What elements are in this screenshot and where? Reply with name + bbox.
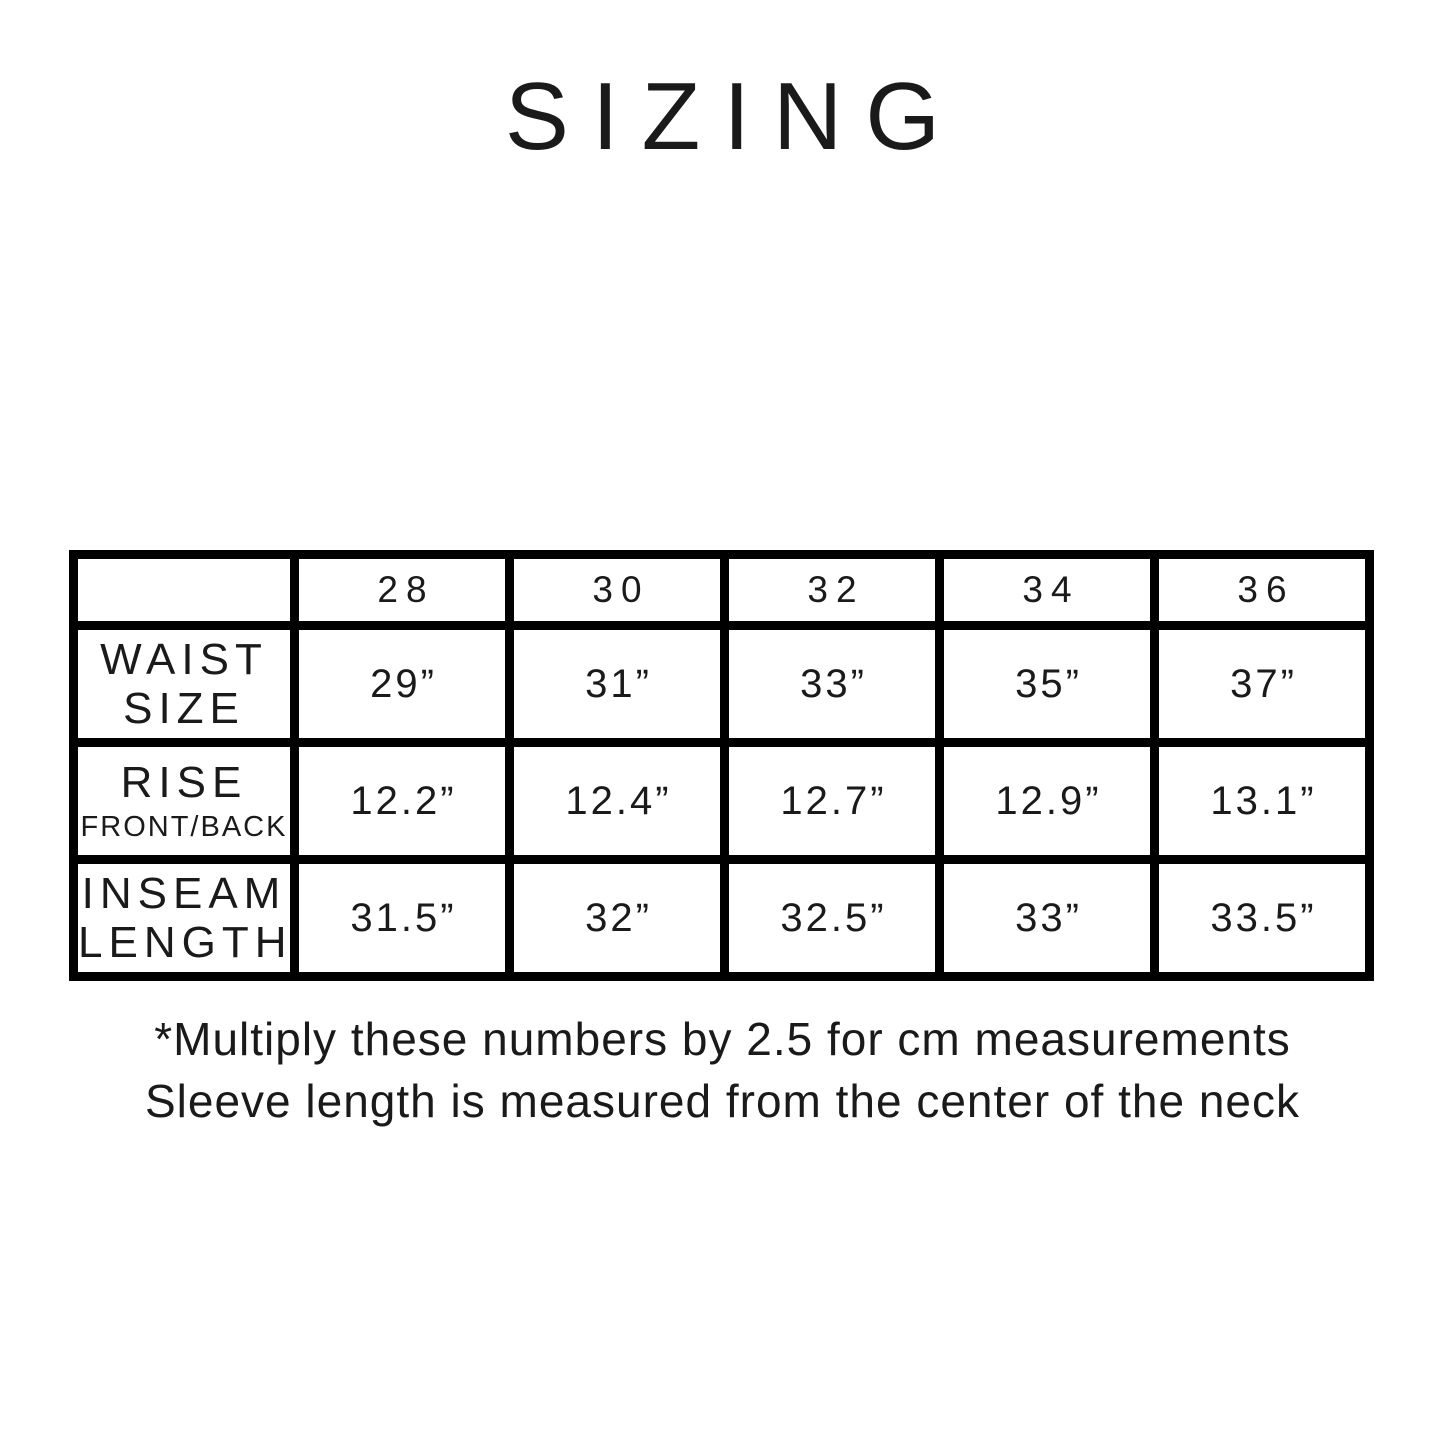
column-header-32: 32: [720, 550, 944, 630]
row-label-line: INSEAM: [81, 868, 287, 918]
column-header-28: 28: [290, 550, 514, 630]
rise-value-36: 13.1”: [1150, 738, 1374, 864]
footnotes: *Multiply these numbers by 2.5 for cm me…: [0, 1008, 1445, 1132]
waist-value-36: 37”: [1150, 621, 1374, 747]
rise-value-34: 12.9”: [935, 738, 1159, 864]
inseam-value-34: 33”: [935, 855, 1159, 981]
inseam-value-32: 32.5”: [720, 855, 944, 981]
table-row-waist-size: WAIST SIZE 29” 31” 33” 35” 37”: [69, 621, 1374, 747]
footnote-cm-conversion: *Multiply these numbers by 2.5 for cm me…: [154, 1013, 1291, 1065]
column-header-34: 34: [935, 550, 1159, 630]
rise-value-30: 12.4”: [505, 738, 729, 864]
footnote-sleeve-length: Sleeve length is measured from the cente…: [144, 1075, 1301, 1127]
corner-cell: [69, 550, 299, 630]
inseam-value-36: 33.5”: [1150, 855, 1374, 981]
rise-value-28: 12.2”: [290, 738, 514, 864]
row-label-line: RISE: [120, 758, 248, 808]
waist-value-30: 31”: [505, 621, 729, 747]
table-row-inseam-length: INSEAM LENGTH 31.5” 32” 32.5” 33” 33.5”: [69, 855, 1374, 981]
table-row-rise: RISE FRONT/BACK 12.2” 12.4” 12.7” 12.9” …: [69, 738, 1374, 864]
inseam-value-28: 31.5”: [290, 855, 514, 981]
row-label-line: LENGTH: [78, 918, 293, 967]
waist-value-34: 35”: [935, 621, 1159, 747]
column-header-36: 36: [1150, 550, 1374, 630]
row-label-waist-size: WAIST SIZE: [69, 621, 299, 747]
row-label-subline: FRONT/BACK: [80, 811, 288, 844]
page-title: SIZING: [504, 63, 964, 170]
row-label-line: WAIST: [100, 634, 268, 684]
column-header-30: 30: [505, 550, 729, 630]
waist-value-28: 29”: [290, 621, 514, 747]
row-label-line: SIZE: [123, 684, 245, 733]
inseam-value-30: 32”: [505, 855, 729, 981]
table-header-row: 28 30 32 34 36: [69, 550, 1374, 630]
rise-value-32: 12.7”: [720, 738, 944, 864]
row-label-rise: RISE FRONT/BACK: [69, 738, 299, 864]
waist-value-32: 33”: [720, 621, 944, 747]
row-label-inseam-length: INSEAM LENGTH: [69, 855, 299, 981]
sizing-table: 28 30 32 34 36 WAIST SIZE 29” 31” 33” 35…: [69, 550, 1374, 981]
